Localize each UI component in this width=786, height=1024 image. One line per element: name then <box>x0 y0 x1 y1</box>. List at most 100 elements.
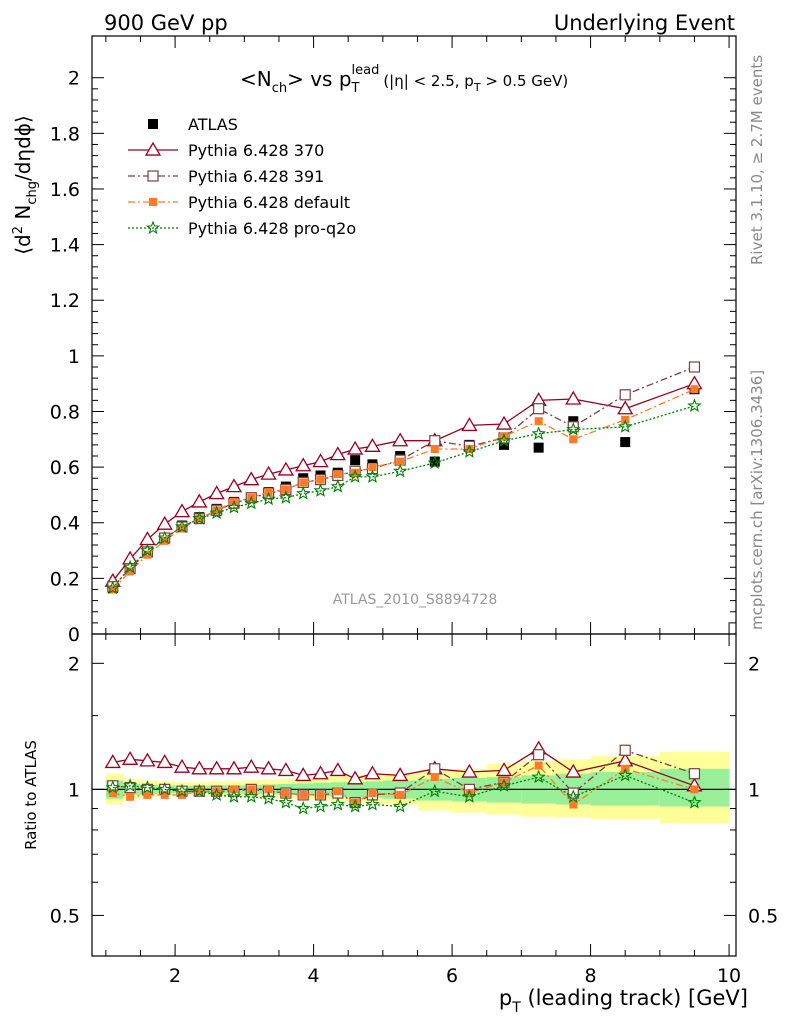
ratio-frame <box>91 633 737 957</box>
data-point <box>368 789 377 798</box>
legend-marker <box>149 198 157 206</box>
data-point <box>462 789 477 803</box>
data-point <box>347 770 364 785</box>
x-axis-label: pT (leading track) [GeV] <box>499 986 748 1016</box>
data-point <box>108 789 117 798</box>
main-y-axis: 0 0.2 0.4 0.6 0.8 1 1.2 1.4 1.6 1.8 2 <box>50 68 736 646</box>
rivet-label: Rivet 3.1.10, ≥ 2.7M events <box>748 55 766 265</box>
data-point <box>392 463 408 478</box>
data-point <box>143 550 152 559</box>
data-point <box>126 567 135 576</box>
data-point <box>392 799 408 813</box>
series-pythia-6-428-370 <box>104 740 703 792</box>
x-tick-label: 4 <box>308 965 320 987</box>
data-point <box>299 790 308 799</box>
series-pythia-6-428-391 <box>107 361 701 593</box>
data-point <box>531 769 546 784</box>
data-point <box>496 433 512 447</box>
ratio-panel: 0.5 0.5 1 1 2 2 2 4 6 8 10 Ratio to ATLAS pT (lea… <box>22 633 778 1016</box>
main-x-axis <box>105 36 730 634</box>
data-point <box>499 439 510 450</box>
series-line <box>112 366 695 588</box>
series-atlas <box>107 384 700 594</box>
data-point <box>296 485 311 500</box>
y-tick-label: 1.6 <box>50 179 80 201</box>
data-point <box>429 763 441 775</box>
data-point <box>281 485 290 494</box>
data-point <box>617 400 634 415</box>
header-left: 900 GeV pp <box>104 11 228 35</box>
ratio-ylabel: Ratio to ATLAS <box>22 740 40 850</box>
data-point <box>281 789 290 798</box>
data-point <box>687 795 702 809</box>
data-point <box>277 762 295 777</box>
svg-text:⟨d2 Nchg/dηdϕ⟩: ⟨d2 Nchg/dηdϕ⟩ <box>11 115 40 255</box>
series-line <box>112 388 695 590</box>
data-point <box>140 780 155 794</box>
data-point <box>209 787 224 802</box>
data-point <box>261 791 276 805</box>
data-point <box>299 478 308 487</box>
data-point <box>688 768 701 780</box>
mcplots-label: mcplots.cern.ch [arXiv:1306.3436] <box>748 370 766 630</box>
data-point <box>140 543 155 557</box>
data-point <box>396 790 405 799</box>
data-point <box>243 471 260 486</box>
ratio-series <box>104 740 703 815</box>
data-point <box>365 797 380 811</box>
data-point <box>495 415 513 430</box>
ratio-x-axis: 2 4 6 8 10 <box>105 634 741 987</box>
data-point <box>295 457 312 472</box>
data-point <box>396 457 405 466</box>
data-point <box>351 798 360 807</box>
data-point <box>333 787 342 796</box>
data-point <box>500 778 509 787</box>
data-point <box>392 767 409 782</box>
data-point <box>126 792 135 801</box>
data-point <box>430 445 439 454</box>
legend-marker <box>147 170 159 182</box>
data-point <box>347 469 363 483</box>
data-point <box>618 767 633 782</box>
legend-item: Pythia 6.428 391 <box>128 167 324 186</box>
data-point <box>178 524 187 533</box>
data-point <box>462 444 477 458</box>
data-point <box>567 787 579 799</box>
data-point <box>316 790 325 799</box>
y-tick-label: 0.2 <box>50 568 80 590</box>
legend-marker <box>148 119 158 129</box>
y-tick-label: 0.8 <box>50 401 80 423</box>
data-point <box>139 752 156 767</box>
data-point <box>364 765 381 780</box>
data-point <box>531 426 546 440</box>
x-tick-label: 8 <box>585 965 597 987</box>
data-point <box>296 800 311 815</box>
chart-title: <Nch> vs pTlead(|η| < 2.5, pT > 0.5 GeV) <box>240 63 568 96</box>
data-point <box>495 762 513 777</box>
data-point <box>124 781 136 794</box>
data-point <box>316 475 325 484</box>
data-point <box>687 398 702 413</box>
data-point <box>329 762 346 777</box>
data-point <box>192 783 207 798</box>
data-point <box>465 445 474 454</box>
data-point <box>212 787 221 796</box>
data-point <box>156 515 173 530</box>
data-point <box>156 754 173 769</box>
y-tick-label: 1 <box>68 346 80 368</box>
data-point <box>619 744 631 756</box>
data-point <box>534 761 543 770</box>
data-point <box>104 754 121 769</box>
x-tick-label: 6 <box>446 965 458 987</box>
data-point <box>619 389 631 401</box>
legend-marker <box>145 220 161 235</box>
data-point <box>427 455 442 470</box>
data-point <box>122 559 138 574</box>
series-pythia-6-428-pro-q2o <box>105 398 702 595</box>
data-point <box>618 419 633 433</box>
data-point <box>225 760 243 775</box>
legend-item: Pythia 6.428 pro-q2o <box>128 219 356 238</box>
data-point <box>465 789 474 798</box>
data-point <box>191 493 208 508</box>
